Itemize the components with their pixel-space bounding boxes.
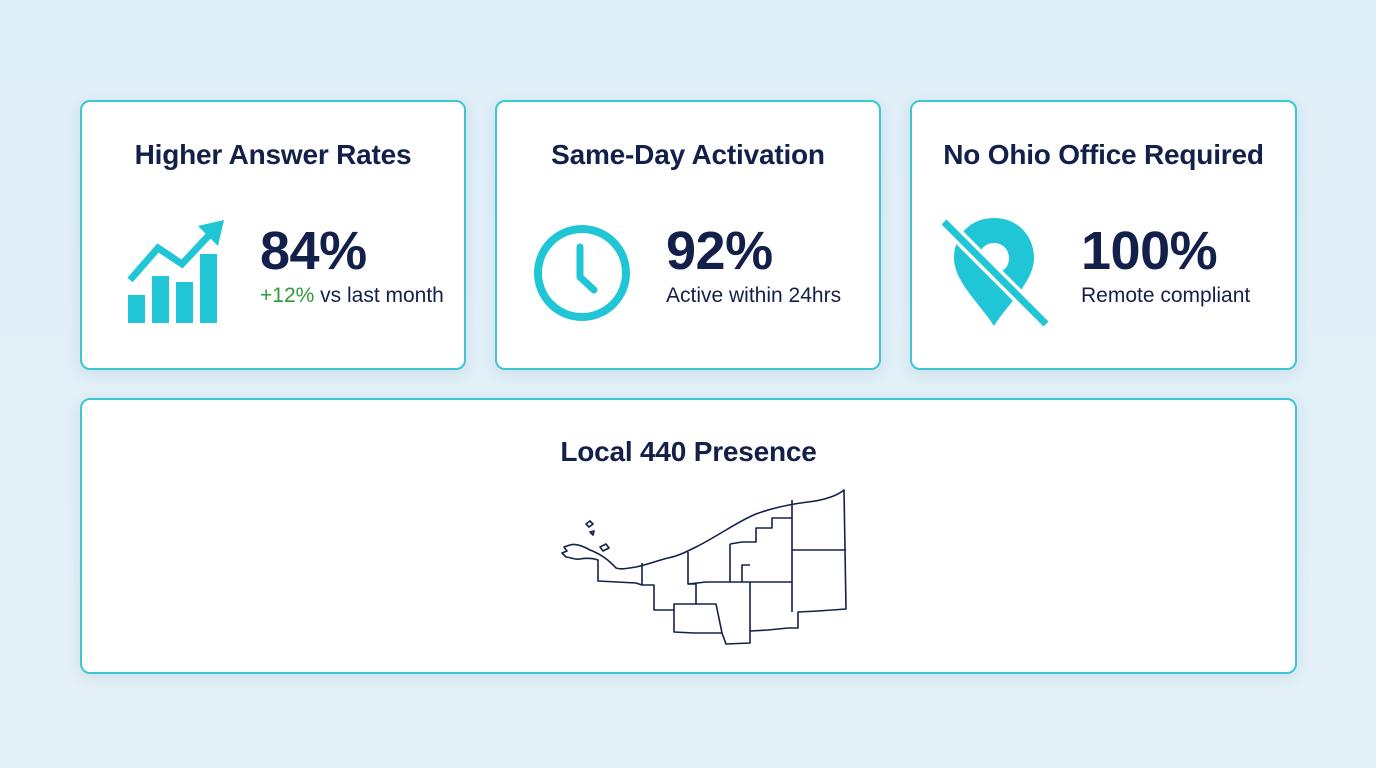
rising-bar-chart-icon — [127, 220, 224, 323]
card-title: Local 440 Presence — [560, 436, 817, 467]
clock-icon — [534, 225, 630, 321]
card-title: Same-Day Activation — [551, 139, 825, 170]
location-pin-slash-icon — [940, 217, 1051, 328]
local-presence-card: Local 440 Presence — [80, 398, 1297, 674]
card-title: Higher Answer Rates — [134, 139, 412, 170]
delta-value: +12% — [260, 284, 315, 307]
same-day-activation-card: Same-Day Activation 92% Active within 24… — [495, 100, 881, 370]
stat-subtext: +12% vs last month — [260, 283, 444, 309]
stat-subtext: Remote compliant — [1081, 284, 1251, 307]
stat-value: 84% — [260, 221, 367, 281]
stat-value: 100% — [1081, 221, 1218, 281]
card-title: No Ohio Office Required — [943, 139, 1264, 170]
stat-subtext: Active within 24hrs — [666, 284, 842, 307]
answer-rates-card: Higher Answer Rates 84% +12% vs last mon… — [80, 100, 466, 370]
stat-value: 92% — [666, 221, 773, 281]
northeast-ohio-map-icon — [561, 489, 847, 645]
delta-label: vs last month — [320, 284, 444, 307]
no-ohio-office-card: No Ohio Office Required 100% Remote comp… — [910, 100, 1297, 370]
